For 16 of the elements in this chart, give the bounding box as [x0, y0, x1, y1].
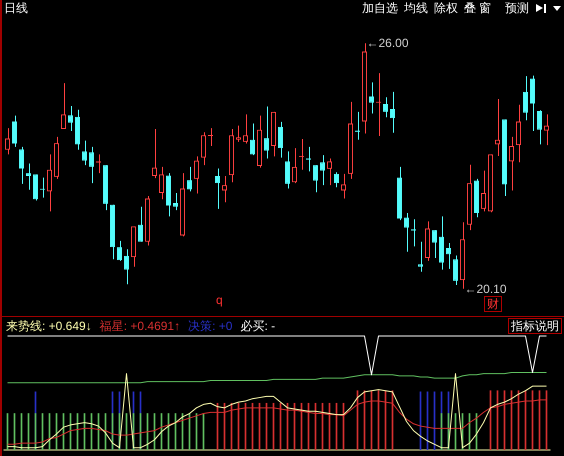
text: 日线	[4, 1, 28, 15]
text: 财	[484, 296, 502, 312]
text: 指标说明	[508, 318, 562, 334]
text: 窗	[479, 1, 491, 15]
annotation: ←26.00	[366, 36, 409, 50]
text: 来势线: +0.649↓	[6, 319, 92, 333]
text: 加自选	[362, 1, 398, 15]
text: 均线	[404, 1, 428, 15]
text: 预测	[505, 1, 529, 15]
text: 除权	[434, 1, 458, 15]
text: q	[216, 293, 223, 307]
text: 福星: +0.4691↑	[100, 319, 180, 333]
annotation: ←20.10	[464, 282, 507, 296]
series-label: 必买: -	[240, 319, 276, 333]
text: 决策: +0	[188, 319, 232, 333]
text: 叠	[464, 1, 476, 15]
